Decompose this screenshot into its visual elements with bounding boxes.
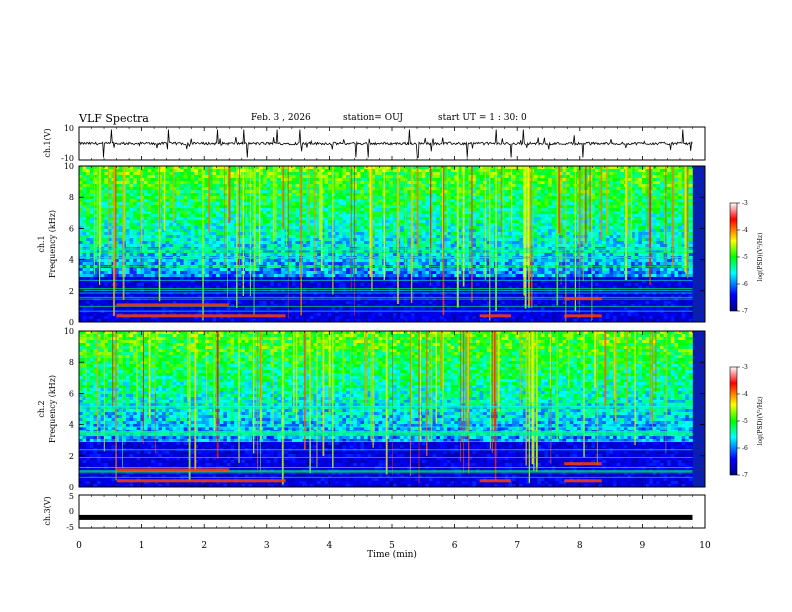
- ch1-ytick-top: 10: [64, 124, 74, 133]
- colorbar-tick-label: -6: [742, 281, 748, 288]
- freq-tick-label: 6: [69, 224, 74, 233]
- ch1-waveform-panel: 10 -10 ch.1(V): [43, 124, 706, 163]
- ch1-ylabel-line2: Frequency (kHz): [48, 210, 57, 278]
- ch1-colorbar-label: log(PSD)(V²/Hz): [757, 233, 764, 282]
- ch3-waveform-line: [79, 514, 693, 520]
- start-time-label: start UT = 1 : 30: 0: [438, 113, 527, 123]
- freq-tick-label: 0: [69, 318, 74, 327]
- freq-tick-label: 2: [69, 452, 74, 461]
- ch2-ylabel-line1: ch.2: [37, 400, 46, 417]
- date-label: Feb. 3 , 2026: [251, 113, 311, 123]
- time-tick-label: 6: [452, 541, 458, 551]
- time-tick-label: 10: [699, 541, 711, 551]
- freq-tick-label: 10: [64, 162, 74, 171]
- colorbar-tick-label: -3: [742, 364, 748, 371]
- time-tick-label: 3: [264, 541, 270, 551]
- freq-tick-label: 4: [69, 421, 74, 430]
- ch1-ylabel-line1: ch.1: [37, 235, 46, 252]
- ch1-colorbar: [729, 202, 738, 312]
- ch2-spectrogram-image: [79, 331, 693, 488]
- colorbar-tick-label: -7: [742, 308, 748, 315]
- freq-tick-label: 8: [69, 358, 74, 367]
- time-tick-label: 5: [389, 541, 395, 551]
- ch2-ylabel-line2: Frequency (kHz): [48, 375, 57, 443]
- freq-tick-label: 10: [64, 327, 74, 336]
- colorbar-tick-label: -5: [742, 418, 748, 425]
- freq-tick-label: 8: [69, 193, 74, 202]
- ch3-waveform-panel: 5 0 -5 ch.3(V): [43, 492, 706, 532]
- figure-title: VLF Spectra: [79, 112, 149, 125]
- freq-tick-label: 4: [69, 256, 74, 265]
- time-tick-label: 1: [139, 541, 145, 551]
- ch2-colorbar: [729, 366, 738, 476]
- colorbar-tick-label: -4: [742, 391, 748, 398]
- time-tick-label: 7: [514, 541, 520, 551]
- freq-tick-label: 6: [69, 389, 74, 398]
- time-tick-label: 8: [577, 541, 583, 551]
- ch1-spectrogram-image: [79, 166, 693, 323]
- ch3-ytick-mid: 0: [69, 507, 74, 516]
- freq-tick-label: 2: [69, 287, 74, 296]
- ch1-waveform-line: [78, 129, 693, 158]
- ch2-colorbar-label: log(PSD)(V²/Hz): [757, 397, 764, 446]
- freq-tick-label: 0: [69, 483, 74, 492]
- colorbar-tick-label: -6: [742, 445, 748, 452]
- ch3-ytick-top: 5: [69, 492, 74, 501]
- time-axis: 0 1 2 3 4 5 6 7 8 9 10: [76, 127, 711, 551]
- station-label: station= OUJ: [343, 113, 404, 123]
- colorbar-tick-label: -7: [742, 472, 748, 479]
- colorbar-tick-label: -4: [742, 227, 748, 234]
- time-tick-label: 4: [327, 541, 333, 551]
- time-axis-label: Time (min): [367, 549, 417, 560]
- ch1-ytick-bottom: -10: [61, 154, 74, 163]
- time-tick-label: 0: [76, 541, 82, 551]
- time-tick-label: 2: [201, 541, 207, 551]
- time-tick-label: 9: [640, 541, 646, 551]
- ch3-ylabel: ch.3(V): [43, 496, 52, 525]
- ch3-ytick-bottom: -5: [66, 523, 74, 532]
- colorbar-tick-label: -5: [742, 254, 748, 261]
- colorbar-tick-label: -3: [742, 200, 748, 207]
- ch1-ylabel: ch.1(V): [43, 128, 52, 157]
